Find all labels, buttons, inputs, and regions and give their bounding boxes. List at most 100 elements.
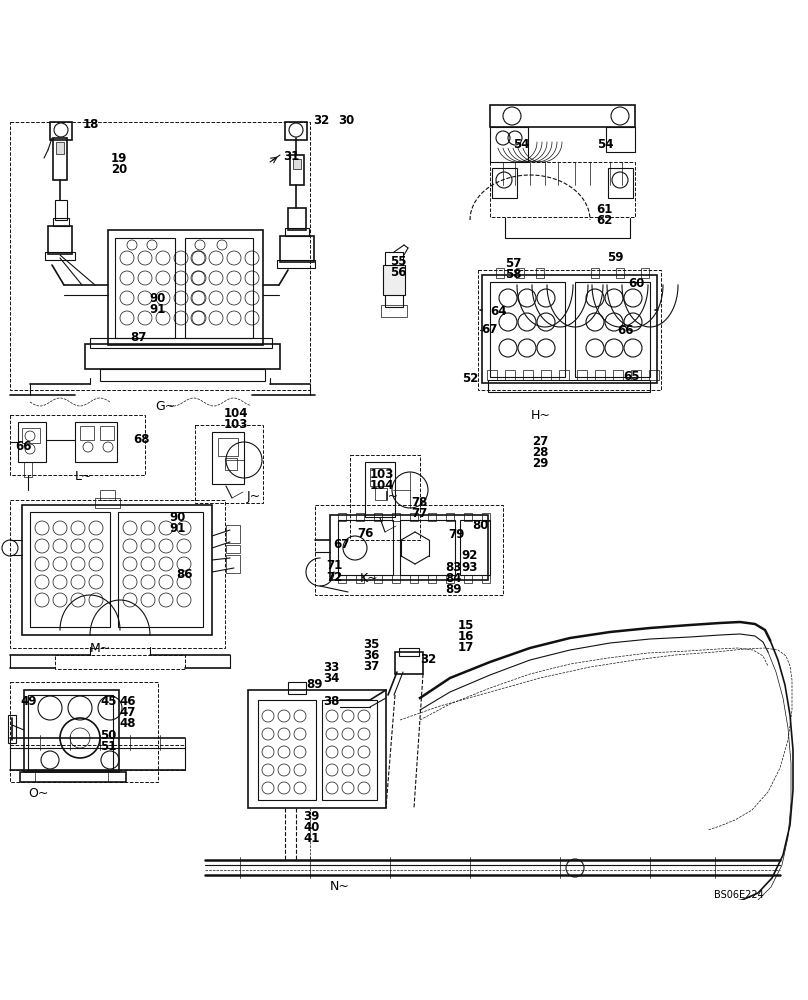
Bar xyxy=(10,415,145,475)
Bar xyxy=(492,168,517,198)
Bar xyxy=(195,425,263,503)
Bar xyxy=(315,505,503,595)
Bar xyxy=(595,370,605,380)
Text: 45: 45 xyxy=(100,695,116,708)
Bar xyxy=(375,488,387,500)
Bar xyxy=(400,520,455,575)
Bar xyxy=(641,268,649,278)
Text: 59: 59 xyxy=(607,251,624,264)
Text: 90: 90 xyxy=(149,292,166,305)
Bar xyxy=(22,505,212,635)
Bar xyxy=(285,228,309,236)
Text: 71: 71 xyxy=(326,559,343,572)
Text: N~: N~ xyxy=(330,880,350,893)
Bar xyxy=(18,422,46,462)
Text: H~: H~ xyxy=(531,409,551,422)
Bar xyxy=(616,268,624,278)
Bar xyxy=(288,208,306,230)
Bar xyxy=(399,648,419,656)
Text: 77: 77 xyxy=(411,507,427,520)
Text: 51: 51 xyxy=(100,740,116,753)
Bar xyxy=(488,380,650,392)
Bar xyxy=(631,370,641,380)
Text: 104: 104 xyxy=(224,407,249,420)
Bar xyxy=(410,575,418,583)
Bar xyxy=(523,370,533,380)
Text: 30: 30 xyxy=(338,114,354,127)
Bar xyxy=(24,690,119,772)
Text: 19: 19 xyxy=(111,152,128,165)
Text: 104: 104 xyxy=(370,479,394,492)
Bar xyxy=(591,268,599,278)
Text: 62: 62 xyxy=(596,214,612,227)
Bar xyxy=(577,370,587,380)
Text: 38: 38 xyxy=(323,695,339,708)
Bar xyxy=(75,422,117,462)
Bar xyxy=(55,655,185,669)
Bar xyxy=(649,370,659,380)
Text: 91: 91 xyxy=(169,522,185,535)
Text: 67: 67 xyxy=(481,323,498,336)
Bar xyxy=(10,122,310,390)
Bar xyxy=(356,575,364,583)
Bar xyxy=(277,260,315,268)
Bar xyxy=(288,682,306,694)
Bar xyxy=(428,513,436,521)
Bar xyxy=(322,700,377,800)
Text: 55: 55 xyxy=(390,255,406,268)
Text: 40: 40 xyxy=(303,821,319,834)
Bar xyxy=(338,513,346,521)
Bar xyxy=(536,268,544,278)
Bar xyxy=(446,513,454,521)
Bar xyxy=(516,268,524,278)
Bar xyxy=(350,455,420,540)
Text: J~: J~ xyxy=(247,490,261,503)
Text: BS06E224: BS06E224 xyxy=(714,890,764,900)
Text: O~: O~ xyxy=(28,787,48,800)
Bar xyxy=(464,575,472,583)
Text: 29: 29 xyxy=(532,457,549,470)
Text: 87: 87 xyxy=(130,331,146,344)
Bar xyxy=(95,498,120,508)
Text: 68: 68 xyxy=(133,433,149,446)
Text: I~: I~ xyxy=(385,490,399,503)
Bar xyxy=(10,682,158,782)
Text: L~: L~ xyxy=(75,470,92,483)
Bar xyxy=(482,275,657,383)
Bar xyxy=(212,432,244,484)
Text: 18: 18 xyxy=(83,118,99,131)
Bar xyxy=(285,122,307,140)
Text: 80: 80 xyxy=(472,519,488,532)
Bar xyxy=(559,370,569,380)
Bar xyxy=(381,305,407,317)
Bar xyxy=(490,282,565,377)
Text: 33: 33 xyxy=(323,661,339,674)
Bar xyxy=(338,520,393,575)
Bar xyxy=(45,252,75,260)
Bar xyxy=(226,545,240,553)
Bar xyxy=(460,520,490,575)
Text: 32: 32 xyxy=(313,114,329,127)
Text: 27: 27 xyxy=(532,435,549,448)
Bar xyxy=(490,127,528,162)
Bar xyxy=(392,575,400,583)
Bar xyxy=(374,513,382,521)
Text: 48: 48 xyxy=(119,717,136,730)
Text: 92: 92 xyxy=(461,549,478,562)
Bar xyxy=(22,428,40,443)
Text: 56: 56 xyxy=(390,266,406,279)
Bar xyxy=(226,555,240,573)
Bar xyxy=(53,218,69,226)
Text: 66: 66 xyxy=(617,324,633,337)
Text: 58: 58 xyxy=(505,268,521,281)
Text: 54: 54 xyxy=(597,138,613,151)
Text: 83: 83 xyxy=(445,561,461,574)
Bar xyxy=(225,458,237,470)
Bar xyxy=(185,238,253,338)
Text: 54: 54 xyxy=(513,138,529,151)
Bar xyxy=(385,252,403,307)
Text: 20: 20 xyxy=(111,163,127,176)
Bar xyxy=(410,513,418,521)
Bar xyxy=(100,426,114,440)
Bar xyxy=(608,168,633,198)
